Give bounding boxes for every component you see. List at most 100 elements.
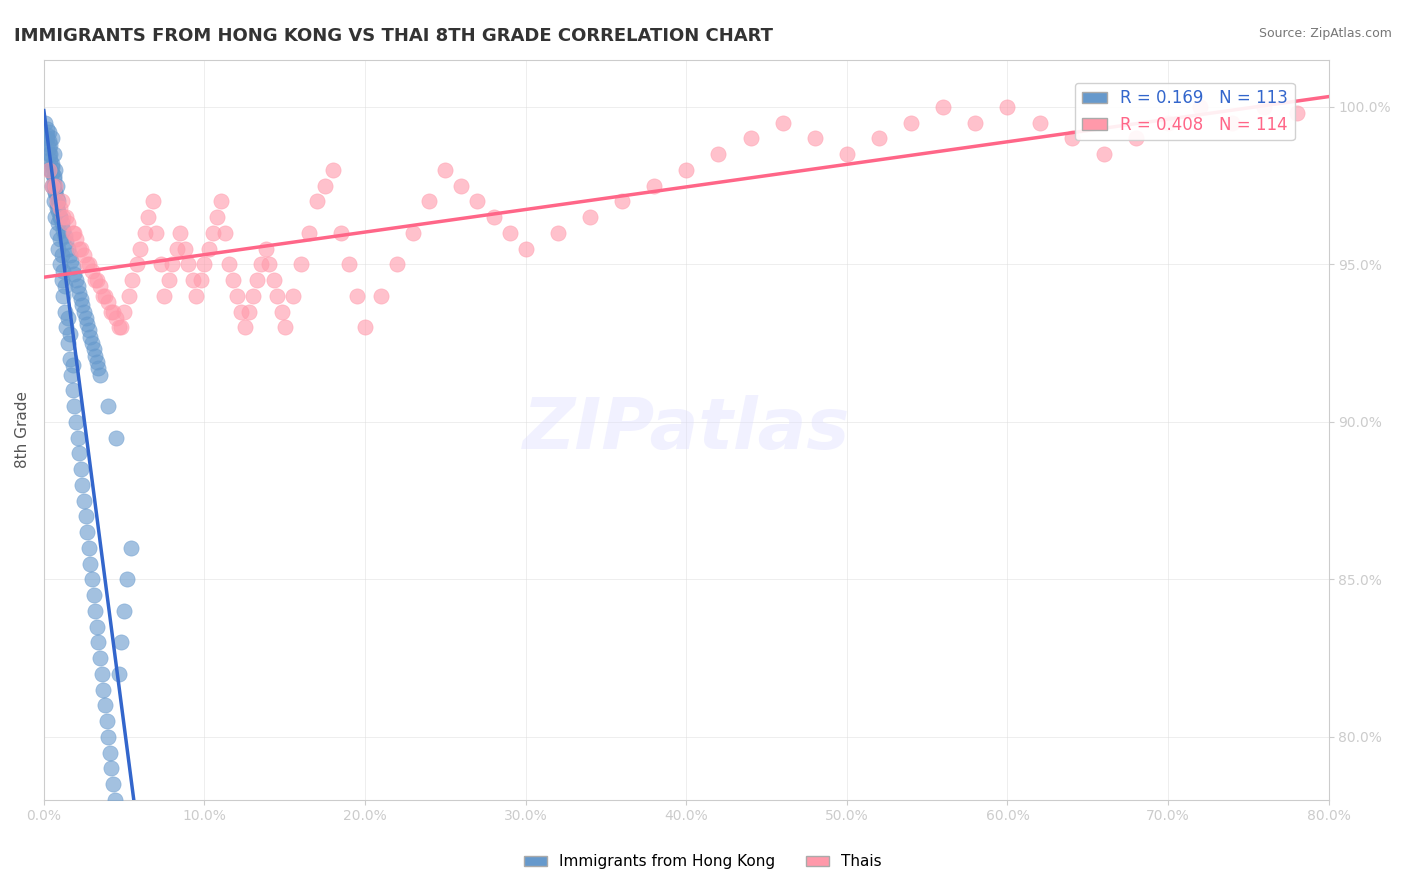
Point: [145, 226, 167, 240]
Point: [89, 279, 111, 293]
Point: [91, 289, 114, 303]
Point: [72, 477, 94, 491]
Point: [65, 273, 87, 287]
Point: [142, 194, 165, 209]
Point: [105, 310, 128, 325]
Point: [69, 242, 91, 256]
Point: [38, 147, 60, 161]
Point: [45, 194, 67, 209]
Point: [87, 635, 110, 649]
Point: [73, 493, 96, 508]
Point: [35, 131, 58, 145]
Point: [42, 147, 65, 161]
Point: [274, 320, 297, 334]
Point: [73, 304, 96, 318]
Point: [46, 242, 69, 256]
Point: [38, 162, 60, 177]
Point: [41, 156, 63, 170]
Y-axis label: 8th Grade: 8th Grade: [15, 392, 30, 468]
Point: [370, 289, 392, 303]
Point: [45, 178, 67, 193]
Point: [56, 242, 79, 256]
Point: [402, 226, 425, 240]
Point: [86, 355, 108, 369]
Point: [209, 194, 232, 209]
Point: [46, 194, 69, 209]
Point: [41, 178, 63, 193]
Point: [58, 326, 80, 341]
Point: [153, 289, 176, 303]
Point: [55, 320, 77, 334]
Point: [1028, 115, 1050, 129]
Point: [103, 793, 125, 807]
Point: [42, 172, 65, 186]
Point: [75, 310, 97, 325]
Point: [44, 210, 66, 224]
Point: [45, 226, 67, 240]
Point: [60, 368, 83, 382]
Point: [134, 226, 156, 240]
Point: [49, 257, 72, 271]
Point: [39, 147, 62, 161]
Point: [63, 267, 86, 281]
Point: [52, 289, 75, 303]
Point: [56, 336, 79, 351]
Point: [46, 216, 69, 230]
Point: [77, 257, 100, 271]
Point: [120, 541, 142, 555]
Point: [218, 257, 240, 271]
Point: [450, 178, 472, 193]
Point: [73, 248, 96, 262]
Point: [52, 222, 75, 236]
Point: [174, 242, 197, 256]
Point: [94, 289, 117, 303]
Text: ZIPatlas: ZIPatlas: [523, 395, 851, 464]
Point: [467, 194, 489, 209]
Point: [80, 336, 103, 351]
Point: [547, 226, 569, 240]
Point: [129, 242, 152, 256]
Point: [62, 226, 84, 240]
Point: [101, 304, 124, 318]
Point: [900, 115, 922, 129]
Point: [107, 824, 129, 838]
Point: [997, 100, 1019, 114]
Point: [125, 257, 148, 271]
Point: [96, 714, 118, 728]
Point: [38, 135, 60, 149]
Point: [52, 263, 75, 277]
Point: [108, 666, 131, 681]
Point: [868, 131, 890, 145]
Point: [190, 273, 212, 287]
Point: [49, 210, 72, 224]
Point: [53, 229, 76, 244]
Point: [136, 210, 159, 224]
Point: [249, 257, 271, 271]
Point: [98, 746, 121, 760]
Point: [60, 254, 83, 268]
Point: [80, 572, 103, 586]
Point: [482, 210, 505, 224]
Point: [84, 604, 107, 618]
Point: [66, 431, 89, 445]
Point: [45, 201, 67, 215]
Point: [515, 242, 537, 256]
Point: [707, 147, 730, 161]
Point: [222, 273, 245, 287]
Point: [46, 203, 69, 218]
Point: [79, 557, 101, 571]
Point: [387, 257, 409, 271]
Point: [45, 197, 67, 211]
Point: [67, 285, 90, 300]
Point: [90, 666, 112, 681]
Point: [39, 162, 62, 177]
Point: [1125, 131, 1147, 145]
Point: [181, 273, 204, 287]
Point: [69, 462, 91, 476]
Point: [66, 279, 89, 293]
Point: [233, 320, 256, 334]
Point: [69, 292, 91, 306]
Point: [740, 131, 762, 145]
Legend: Immigrants from Hong Kong, Thais: Immigrants from Hong Kong, Thais: [517, 848, 889, 875]
Point: [76, 317, 98, 331]
